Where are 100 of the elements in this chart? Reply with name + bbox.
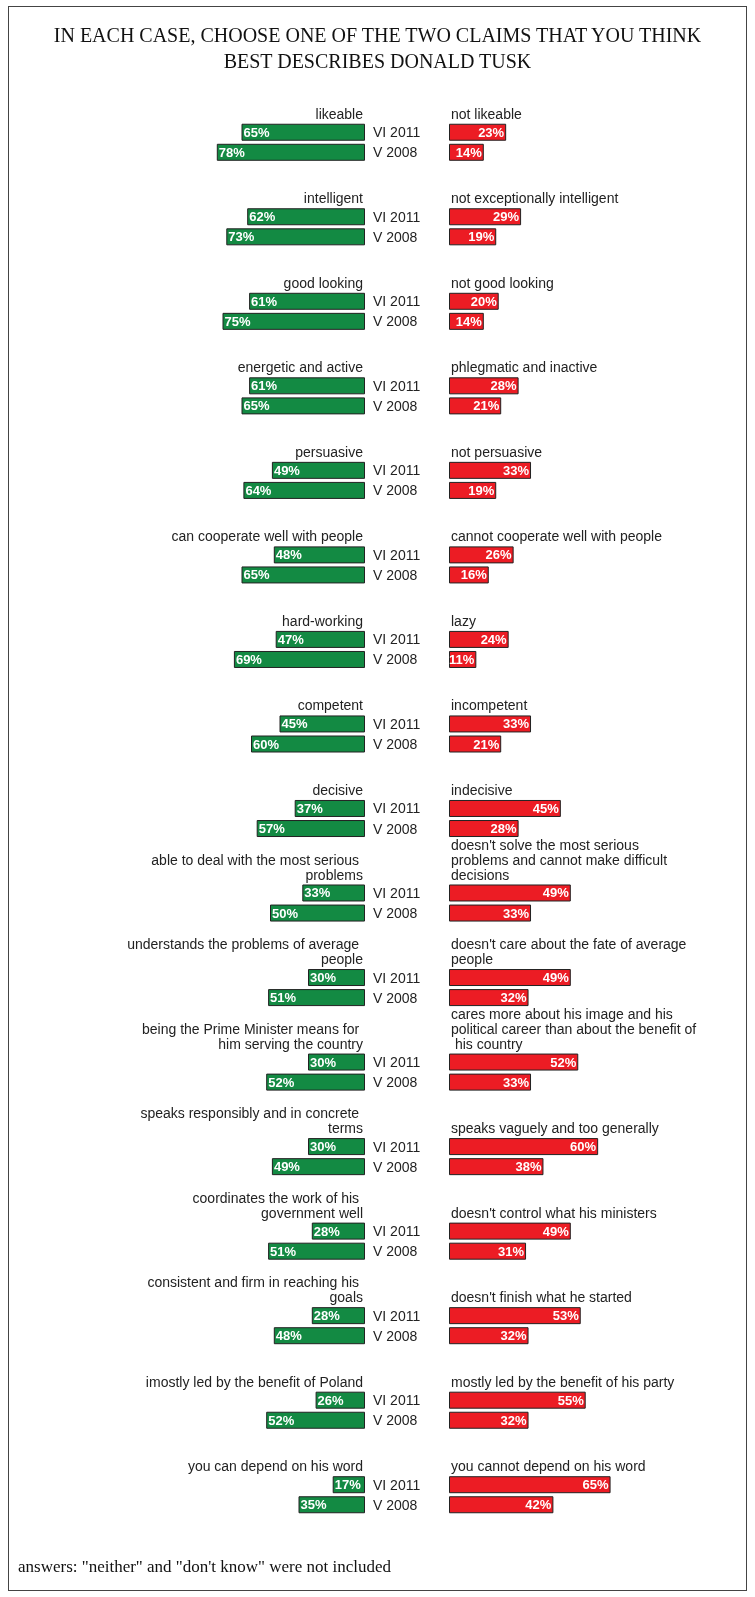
y-tick-label: intelligent [303,190,364,207]
data-label: 28% [313,1223,341,1239]
data-label: 30% [310,1139,337,1155]
series-label: V 2008 [373,144,418,161]
data-label: 49% [542,1223,570,1239]
text: V 2008 [373,736,418,752]
y-tick-label: doesn't solve the most serious problems and cannot make difficult decisions [451,836,671,883]
text: V 2008 [373,1496,418,1513]
bar [249,377,365,395]
text: VI 2011 [373,631,421,648]
data-label: 33% [503,1074,530,1090]
y-tick-label: not exceptionally intelligent [451,190,619,207]
data-label: 65% [243,124,270,140]
y-tick-label: imostly led by the benefit of Poland [145,1373,363,1390]
bar [449,1073,532,1091]
y-tick-label: persuasive [295,443,364,460]
data-label: 33% [503,462,530,478]
text: VI 2011 [373,377,421,394]
text: V 2008 [373,566,418,583]
text: VI 2011 [373,1476,421,1493]
data-label: 49% [273,1159,301,1175]
text: VI 2011 [373,293,421,310]
data-label: 48% [275,547,303,563]
data-label: 61% [251,293,278,309]
text: VI 2011 [373,969,421,986]
bar [268,1242,365,1260]
y-tick-label: lazy [451,612,476,629]
data-label: 33% [503,716,530,732]
data-label: 29% [493,209,520,225]
data-label: 52% [550,1054,577,1070]
data-label: 50% [272,905,299,921]
data-label: 28% [490,821,518,837]
y-tick-label: speaks vaguely and too generally [451,1120,659,1137]
y-tick-label: indecisive [451,782,513,798]
data-label: 19% [468,482,495,498]
data-label: 60% [570,1139,597,1155]
y-tick-label: phlegmatic and inactive [451,359,598,376]
bar [302,884,365,902]
data-label: 14% [455,313,483,329]
text: V 2008 [373,1327,418,1344]
text: VI 2011 [373,208,421,225]
text: VI 2011 [373,800,421,817]
y-tick-label: mostly led by the benefit of his party [451,1373,675,1390]
text: V 2008 [373,989,418,1006]
bar [279,715,365,733]
data-label: 21% [473,736,500,752]
data-label: 26% [317,1392,345,1408]
data-label: 33% [503,905,530,921]
bar [243,481,365,499]
text: V 2008 [373,228,418,245]
bar [449,904,532,922]
data-label: 60% [253,736,280,752]
data-label: 47% [277,631,305,647]
data-label: 78% [218,144,246,160]
text: VI 2011 [373,1138,421,1155]
y-tick-label: speaks responsibly and in concrete terms [140,1105,363,1137]
data-label: 19% [468,229,495,245]
y-tick-label: being the Prime Minister means for him serving the country [142,1020,363,1052]
text: VI 2011 [373,1223,421,1240]
bar [266,1411,365,1429]
bar [241,123,365,141]
text: VI 2011 [373,1307,421,1324]
data-label: 51% [270,990,297,1006]
data-label: 49% [542,970,570,986]
data-label: 55% [557,1392,585,1408]
bar [273,546,365,564]
bar [449,715,532,733]
y-tick-label: not likeable [451,105,523,122]
y-tick-label: not persuasive [451,443,543,460]
y-tick-label: cares more about his image and his political career than about the benefit of his country [451,1005,697,1052]
data-label: 61% [251,378,278,394]
bar [270,904,365,922]
bar [449,546,514,564]
y-tick-label: decisive [312,782,364,798]
y-tick-label: incompetent [451,697,528,714]
data-label: 23% [478,124,505,140]
y-tick-label: hard-working [282,612,363,629]
bar [449,1138,599,1156]
data-label: 65% [582,1477,609,1493]
bar [275,630,365,648]
y-tick-label: doesn't care about the fate of average people [451,936,691,968]
y-tick-label: understands the problems of average people [127,936,364,968]
data-label: 62% [249,209,276,225]
data-label: 49% [542,885,570,901]
data-label: 69% [235,651,263,667]
text: VI 2011 [373,885,421,901]
bar [449,884,571,902]
data-label: 53% [552,1308,580,1324]
y-tick-label: cannot cooperate well with people [451,528,663,545]
text: V 2008 [373,820,418,837]
text: VI 2011 [373,715,421,732]
chart-title: IN EACH CASE, CHOOSE ONE OF THE TWO CLAIMS THAT YOU THINK BEST DESCRIBES DONALD TUSK [52,23,703,74]
data-label: 20% [470,293,498,309]
data-label: 30% [310,1054,337,1070]
y-tick-label: able to deal with the most serious problems [151,851,363,883]
text: V 2008 [373,482,418,499]
y-tick-label: likeable [315,105,364,122]
data-label: 30% [310,970,337,986]
bar [226,228,365,246]
data-label: 32% [500,1412,527,1428]
